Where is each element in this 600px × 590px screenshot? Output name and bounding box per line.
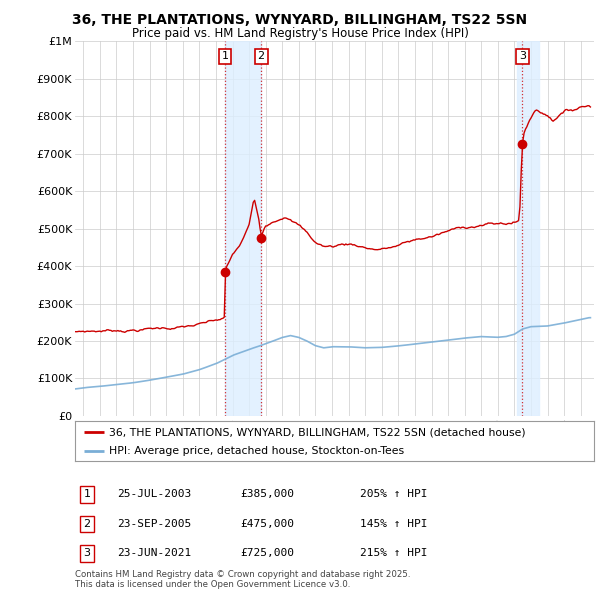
Text: 1: 1: [83, 490, 91, 499]
Text: 23-JUN-2021: 23-JUN-2021: [117, 549, 191, 558]
Text: £475,000: £475,000: [240, 519, 294, 529]
Text: 23-SEP-2005: 23-SEP-2005: [117, 519, 191, 529]
Text: Contains HM Land Registry data © Crown copyright and database right 2025.
This d: Contains HM Land Registry data © Crown c…: [75, 570, 410, 589]
Text: 25-JUL-2003: 25-JUL-2003: [117, 490, 191, 499]
Text: 3: 3: [519, 51, 526, 61]
Text: 145% ↑ HPI: 145% ↑ HPI: [360, 519, 427, 529]
Text: 36, THE PLANTATIONS, WYNYARD, BILLINGHAM, TS22 5SN: 36, THE PLANTATIONS, WYNYARD, BILLINGHAM…: [73, 13, 527, 27]
Text: £725,000: £725,000: [240, 549, 294, 558]
Text: 2: 2: [257, 51, 265, 61]
Text: 215% ↑ HPI: 215% ↑ HPI: [360, 549, 427, 558]
Text: 36, THE PLANTATIONS, WYNYARD, BILLINGHAM, TS22 5SN (detached house): 36, THE PLANTATIONS, WYNYARD, BILLINGHAM…: [109, 428, 526, 438]
Text: £385,000: £385,000: [240, 490, 294, 499]
Bar: [517, 41, 539, 416]
Text: 3: 3: [83, 549, 91, 558]
Text: 2: 2: [83, 519, 91, 529]
Text: 205% ↑ HPI: 205% ↑ HPI: [360, 490, 427, 499]
Text: 1: 1: [221, 51, 229, 61]
Text: Price paid vs. HM Land Registry's House Price Index (HPI): Price paid vs. HM Land Registry's House …: [131, 27, 469, 40]
Bar: [225, 41, 261, 416]
Text: HPI: Average price, detached house, Stockton-on-Tees: HPI: Average price, detached house, Stoc…: [109, 447, 404, 456]
